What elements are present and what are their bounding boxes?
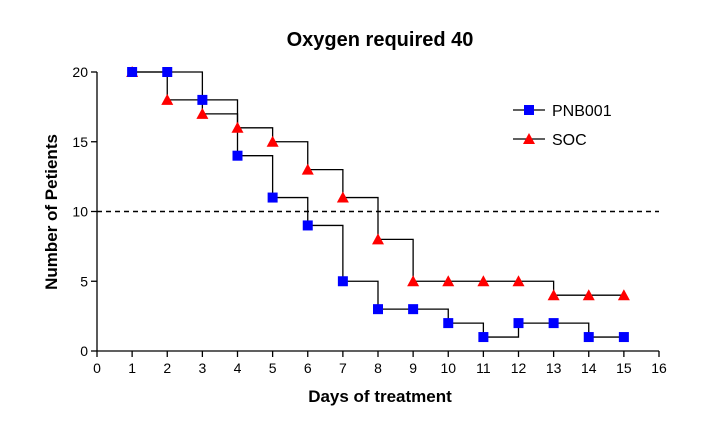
legend-marker-1 (523, 133, 535, 144)
data-point-soc (266, 135, 279, 147)
data-point-pnb001 (337, 276, 348, 287)
y-tick-label: 0 (80, 343, 88, 359)
data-point-soc (582, 289, 595, 301)
legend: PNB001 SOC (513, 103, 612, 149)
x-tick-label: 4 (234, 360, 242, 376)
x-tick-label: 2 (163, 360, 171, 376)
x-tick-label: 0 (93, 360, 101, 376)
x-tick-label: 16 (651, 360, 667, 376)
x-tick-label: 7 (339, 360, 347, 376)
data-point-soc (336, 191, 349, 203)
data-point-pnb001 (443, 318, 454, 329)
x-tick-label: 1 (128, 360, 136, 376)
data-point-pnb001 (127, 67, 138, 77)
data-point-pnb001 (162, 67, 173, 77)
x-tick-label: 11 (476, 360, 491, 376)
series-line-1 (132, 71, 624, 296)
x-tick-label: 15 (616, 360, 632, 376)
legend-label-0: PNB001 (552, 103, 612, 120)
x-tick-label: 3 (198, 360, 206, 376)
x-tick-label: 9 (409, 360, 417, 376)
data-point-pnb001 (197, 94, 208, 105)
data-point-pnb001 (478, 332, 489, 343)
data-point-pnb001 (373, 304, 383, 315)
data-point-soc (372, 233, 384, 245)
data-point-soc (442, 275, 455, 287)
x-tick-label: 6 (304, 360, 312, 376)
data-point-soc (196, 107, 209, 119)
y-tick-label: 5 (80, 273, 88, 289)
y-tick-label: 20 (72, 64, 88, 80)
data-point-soc (547, 289, 560, 301)
chart-title: Oxygen required 40 (287, 29, 474, 51)
y-tick-label: 10 (72, 204, 88, 220)
x-tick-label: 10 (440, 360, 456, 376)
x-tick-label: 12 (511, 360, 527, 376)
data-point-pnb001 (548, 318, 559, 329)
data-point-pnb001 (513, 318, 524, 329)
x-tick-label: 14 (581, 360, 597, 376)
data-point-pnb001 (618, 332, 629, 343)
data-point-soc (512, 275, 525, 287)
data-point-soc (161, 93, 174, 105)
y-axis-label: Number of Petients (42, 134, 61, 290)
data-point-pnb001 (232, 150, 243, 161)
data-point-soc (617, 289, 630, 301)
legend-label-1: SOC (552, 132, 587, 149)
x-axis-label: Days of treatment (308, 387, 452, 406)
x-tick-label: 13 (546, 360, 562, 376)
data-point-pnb001 (267, 192, 278, 203)
y-tick-label: 15 (72, 134, 88, 150)
data-point-soc (231, 121, 244, 133)
x-tick-label: 8 (374, 360, 382, 376)
data-point-pnb001 (583, 332, 594, 343)
x-tick-label: 5 (269, 360, 277, 376)
data-point-soc (301, 163, 314, 175)
data-point-pnb001 (302, 220, 313, 231)
legend-marker-0 (524, 105, 534, 115)
data-point-soc (407, 275, 420, 287)
data-point-soc (477, 275, 490, 287)
data-point-pnb001 (408, 304, 419, 315)
